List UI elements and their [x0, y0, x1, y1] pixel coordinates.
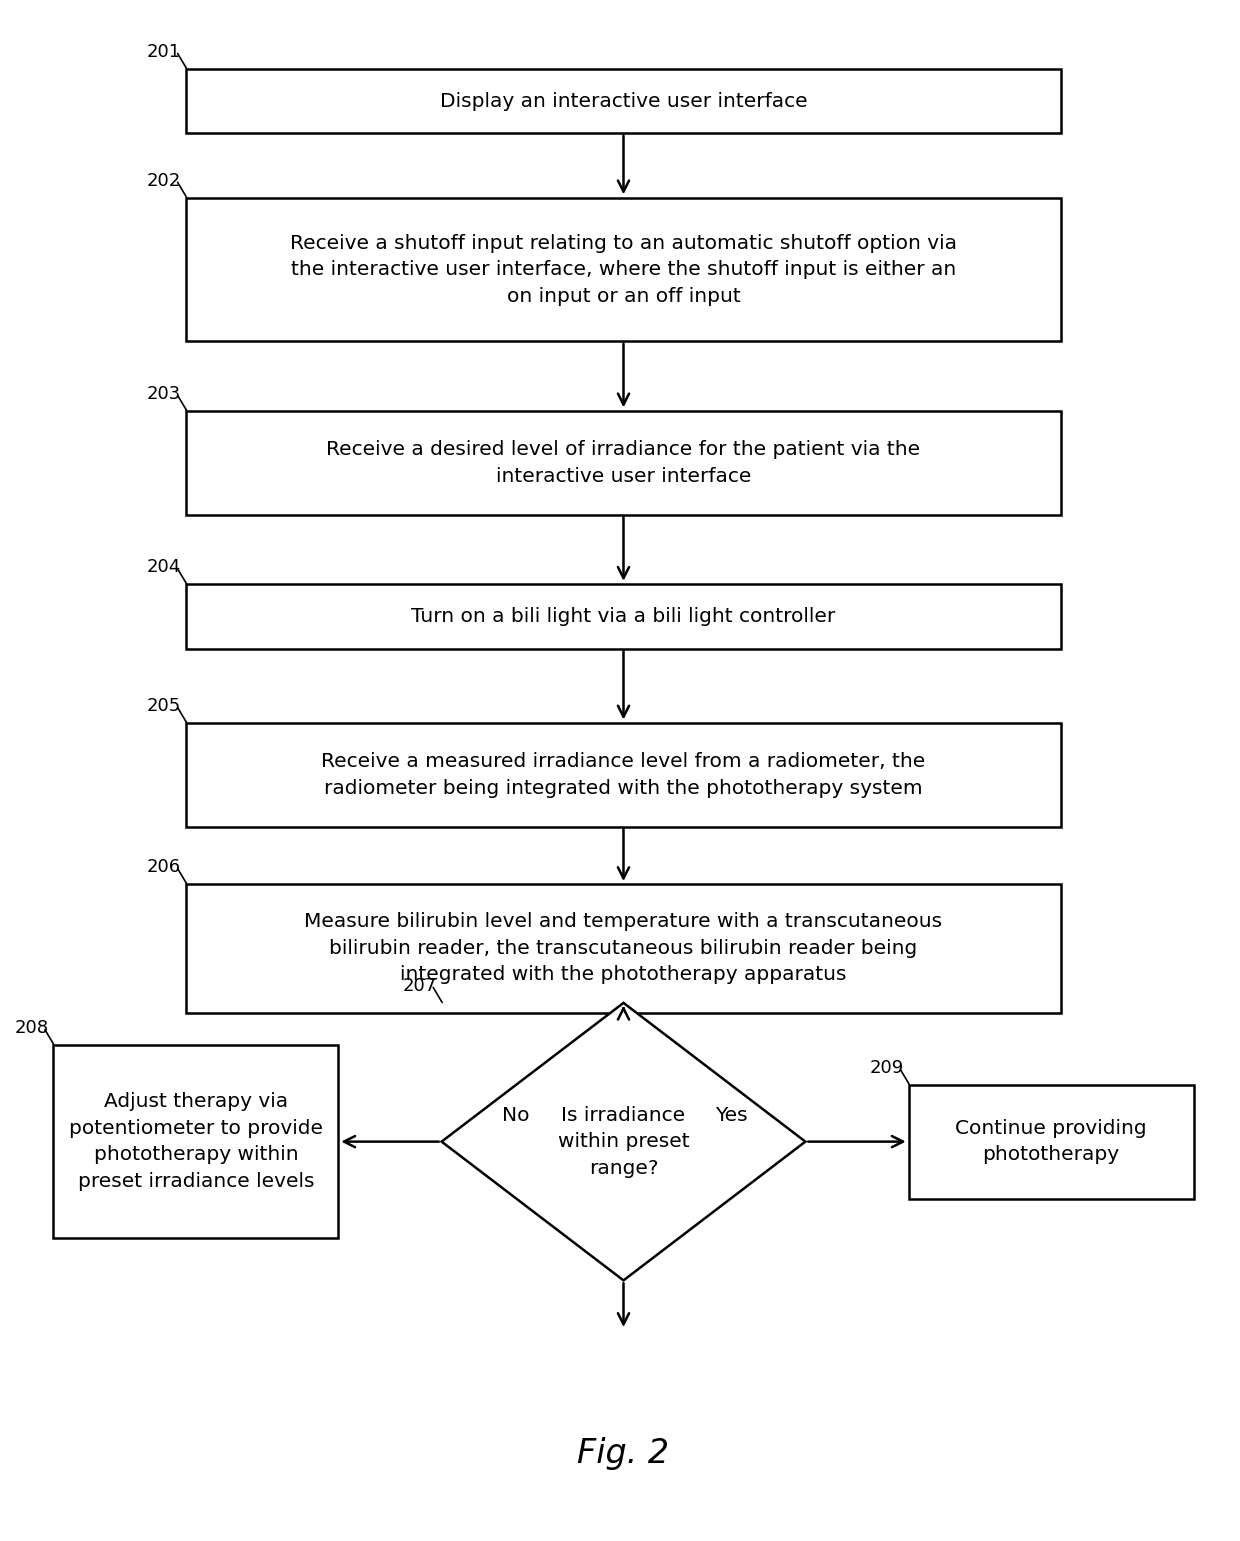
Bar [186, 69, 1061, 133]
Text: Display an interactive user interface: Display an interactive user interface [440, 91, 807, 111]
Text: Is irradiance
within preset
range?: Is irradiance within preset range? [558, 1105, 689, 1177]
Text: 204: 204 [146, 558, 181, 576]
Text: Receive a measured irradiance level from a radiometer, the
radiometer being inte: Receive a measured irradiance level from… [321, 752, 925, 798]
Bar [186, 584, 1061, 649]
Bar [186, 197, 1061, 342]
Text: 206: 206 [148, 858, 181, 875]
Text: 207: 207 [403, 977, 436, 995]
Text: No: No [502, 1106, 529, 1125]
Text: 209: 209 [869, 1059, 904, 1077]
Text: Receive a desired level of irradiance for the patient via the
interactive user i: Receive a desired level of irradiance fo… [326, 441, 920, 485]
Text: Fig. 2: Fig. 2 [578, 1438, 670, 1470]
Text: 205: 205 [146, 697, 181, 715]
Text: 202: 202 [146, 171, 181, 190]
Text: Turn on a bili light via a bili light controller: Turn on a bili light via a bili light co… [412, 607, 836, 626]
Bar [186, 723, 1061, 828]
Text: Adjust therapy via
potentiometer to provide
phototherapy within
preset irradianc: Adjust therapy via potentiometer to prov… [69, 1093, 322, 1191]
Bar [53, 1045, 339, 1239]
Polygon shape [441, 1003, 806, 1281]
Text: Measure bilirubin level and temperature with a transcutaneous
bilirubin reader, : Measure bilirubin level and temperature … [305, 912, 942, 985]
Bar [186, 885, 1061, 1012]
Bar [186, 411, 1061, 515]
Text: 201: 201 [148, 43, 181, 62]
Text: 203: 203 [146, 385, 181, 402]
Text: Yes: Yes [715, 1106, 748, 1125]
Text: 208: 208 [14, 1019, 48, 1037]
Bar [909, 1085, 1194, 1199]
Text: Receive a shutoff input relating to an automatic shutoff option via
the interact: Receive a shutoff input relating to an a… [290, 234, 957, 305]
Text: Continue providing
phototherapy: Continue providing phototherapy [955, 1119, 1147, 1165]
